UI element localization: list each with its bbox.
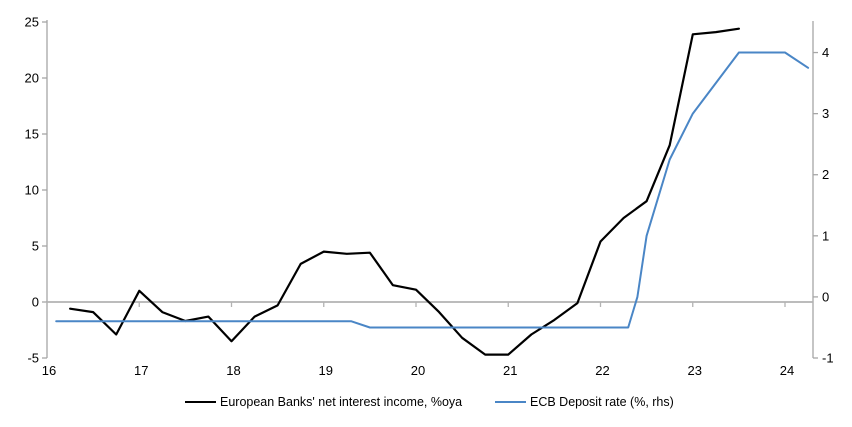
- left-axis-tick-label: 10: [25, 183, 39, 198]
- x-axis-tick-label: 16: [42, 363, 56, 378]
- series-line-ecb-deposit-rate: [55, 51, 810, 329]
- series-group: [55, 27, 810, 356]
- x-axis-tick-label: 24: [780, 363, 794, 378]
- left-axis-tick-label: 20: [25, 71, 39, 86]
- left-axis-tick-label: -5: [27, 351, 39, 366]
- series-line-net-interest-income: [68, 27, 741, 356]
- right-axis-tick-label: 1: [822, 228, 829, 243]
- x-axis-tick-label: 18: [226, 363, 240, 378]
- right-axis-tick-label: -1: [822, 351, 834, 366]
- left-axis-tick-label: 15: [25, 127, 39, 142]
- left-axis-tick-label: 5: [32, 239, 39, 254]
- x-axis-tick-label: 19: [319, 363, 333, 378]
- left-axis-tick-label: 25: [25, 15, 39, 30]
- right-axis-tick-label: 0: [822, 289, 829, 304]
- x-axis-tick-label: 22: [595, 363, 609, 378]
- right-axis-tick-label: 3: [822, 106, 829, 121]
- x-axis-tick-label: 17: [134, 363, 148, 378]
- left-axis-tick-label: 0: [32, 295, 39, 310]
- x-axis-tick-label: 23: [688, 363, 702, 378]
- right-axis-tick-label: 2: [822, 167, 829, 182]
- x-axis-tick-label: 20: [411, 363, 425, 378]
- right-axis-tick-label: 4: [822, 45, 829, 60]
- x-axis-tick-label: 21: [503, 363, 517, 378]
